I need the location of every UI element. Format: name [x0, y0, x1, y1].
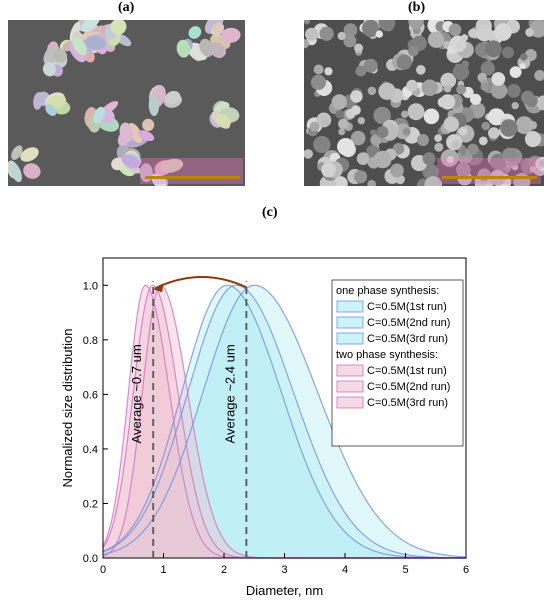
y-tick-label: 0.8 [83, 335, 98, 347]
y-tick-label: 1.0 [83, 280, 98, 292]
scale-bar-b [442, 176, 537, 179]
scale-box-b [437, 158, 541, 184]
x-tick-label: 2 [221, 564, 227, 576]
panel-label-c: (c) [262, 205, 278, 220]
x-tick-label: 5 [402, 564, 408, 576]
panel-label-b: (b) [408, 0, 426, 15]
shift-arrow-head [153, 283, 164, 293]
x-axis-label: Diameter, nm [246, 583, 323, 598]
legend-entry-2-1: C=0.5M(1st run) [367, 365, 447, 377]
area-one-phase-run-3 [103, 285, 466, 558]
area-two-phase-run-1 [103, 285, 466, 558]
legend-swatch [336, 332, 364, 345]
legend-entry-2-2: C=0.5M(2nd run) [367, 381, 450, 393]
area-two-phase-run-2 [103, 285, 466, 558]
average-label-1: Average ~0.7 um [129, 344, 144, 443]
area-one-phase-run-2 [103, 285, 466, 558]
x-tick-label: 1 [160, 564, 166, 576]
shift-arrow [154, 275, 247, 290]
legend-swatch [336, 396, 364, 409]
legend-swatch [336, 380, 364, 393]
panel-label-a: (a) [118, 0, 135, 15]
y-axis-label: Normalized size distribution [60, 329, 75, 488]
legend-group-title-2: two phase synthesis: [336, 349, 438, 361]
size-distribution-chart: 0 1 2 3 4 5 6 0.0 0.2 0.4 0.6 0.8 1.0 Diameter, nm Nor… [60, 257, 469, 598]
legend-entry-1-3: C=0.5M(3rd run) [367, 333, 448, 345]
y-tick-label: 0.6 [83, 389, 98, 401]
y-tick-label: 0.2 [83, 498, 98, 510]
average-label-2: Average ~2.4 um [222, 344, 237, 443]
line-one-phase-run-1 [102, 284, 467, 558]
x-tick-label: 6 [463, 564, 469, 576]
legend-entry-2-3: C=0.5M(3rd run) [367, 397, 448, 409]
legend-entry-1-1: C=0.5M(1st run) [367, 301, 447, 313]
area-two-phase-run-3 [103, 285, 466, 558]
area-one-phase-run-1 [103, 285, 466, 558]
x-tick-label: 3 [281, 564, 287, 576]
legend-swatch [336, 300, 364, 313]
y-tick-label: 0.0 [83, 553, 98, 565]
x-tick-label: 0 [100, 564, 106, 576]
scale-bar-a [145, 176, 240, 179]
legend-entry-1-2: C=0.5M(2nd run) [367, 317, 450, 329]
sem-image-a [8, 20, 245, 186]
legend-swatch [336, 316, 364, 329]
y-tick-label: 0.4 [83, 444, 98, 456]
x-tick-label: 4 [342, 564, 348, 576]
scale-box-a [140, 158, 243, 184]
legend-swatch [336, 364, 364, 377]
legend-group-title-1: one phase synthesis: [336, 285, 439, 297]
